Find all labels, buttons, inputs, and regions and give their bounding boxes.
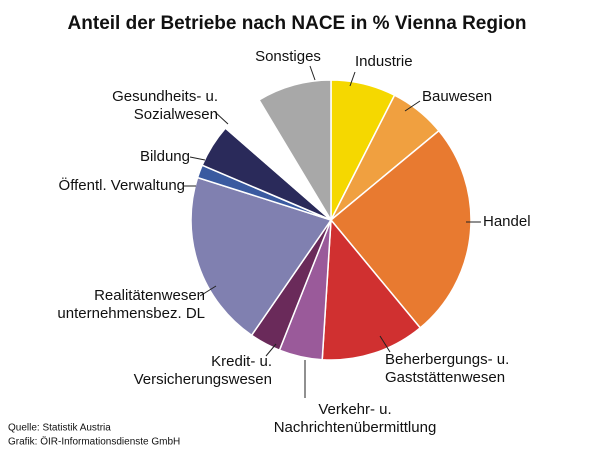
leader-line (379, 335, 391, 353)
source-note: Quelle: Statistik Austria (8, 423, 111, 434)
pie-slice (321, 218, 422, 361)
slice-label: Bauwesen (422, 88, 492, 105)
leader-line (349, 71, 356, 87)
slice-label: Kredit- u. Versicherungswesen (134, 353, 272, 388)
pie-slice (329, 129, 472, 329)
pie-slice (257, 79, 332, 223)
slice-label: Realitätenwesen unternehmensbez. DL (57, 287, 205, 322)
leader-line (189, 156, 206, 161)
slice-label: Handel (483, 213, 531, 230)
leader-line (265, 343, 277, 357)
leader-line (309, 65, 316, 81)
leader-line (214, 111, 229, 125)
slice-label: Gesundheits- u. Sozialwesen (112, 88, 218, 123)
source-note: Grafik: ÖIR-Informationsdienste GmbH (8, 436, 180, 448)
slice-label: Öffentl. Verwaltung (59, 176, 185, 194)
leader-line (404, 100, 421, 112)
leader-line (199, 285, 217, 297)
slice-label: Bildung (140, 148, 190, 165)
slice-label: Industrie (355, 53, 413, 70)
chart-title: Anteil der Betriebe nach NACE in % Vienn… (68, 13, 527, 34)
pie-slice (190, 176, 333, 337)
slice-label: Beherbergungs- u. Gaststättenwesen (385, 351, 509, 386)
slice-label: Sonstiges (255, 48, 321, 65)
slice-label: Verkehr- u. Nachrichtenübermittlung (274, 401, 437, 436)
